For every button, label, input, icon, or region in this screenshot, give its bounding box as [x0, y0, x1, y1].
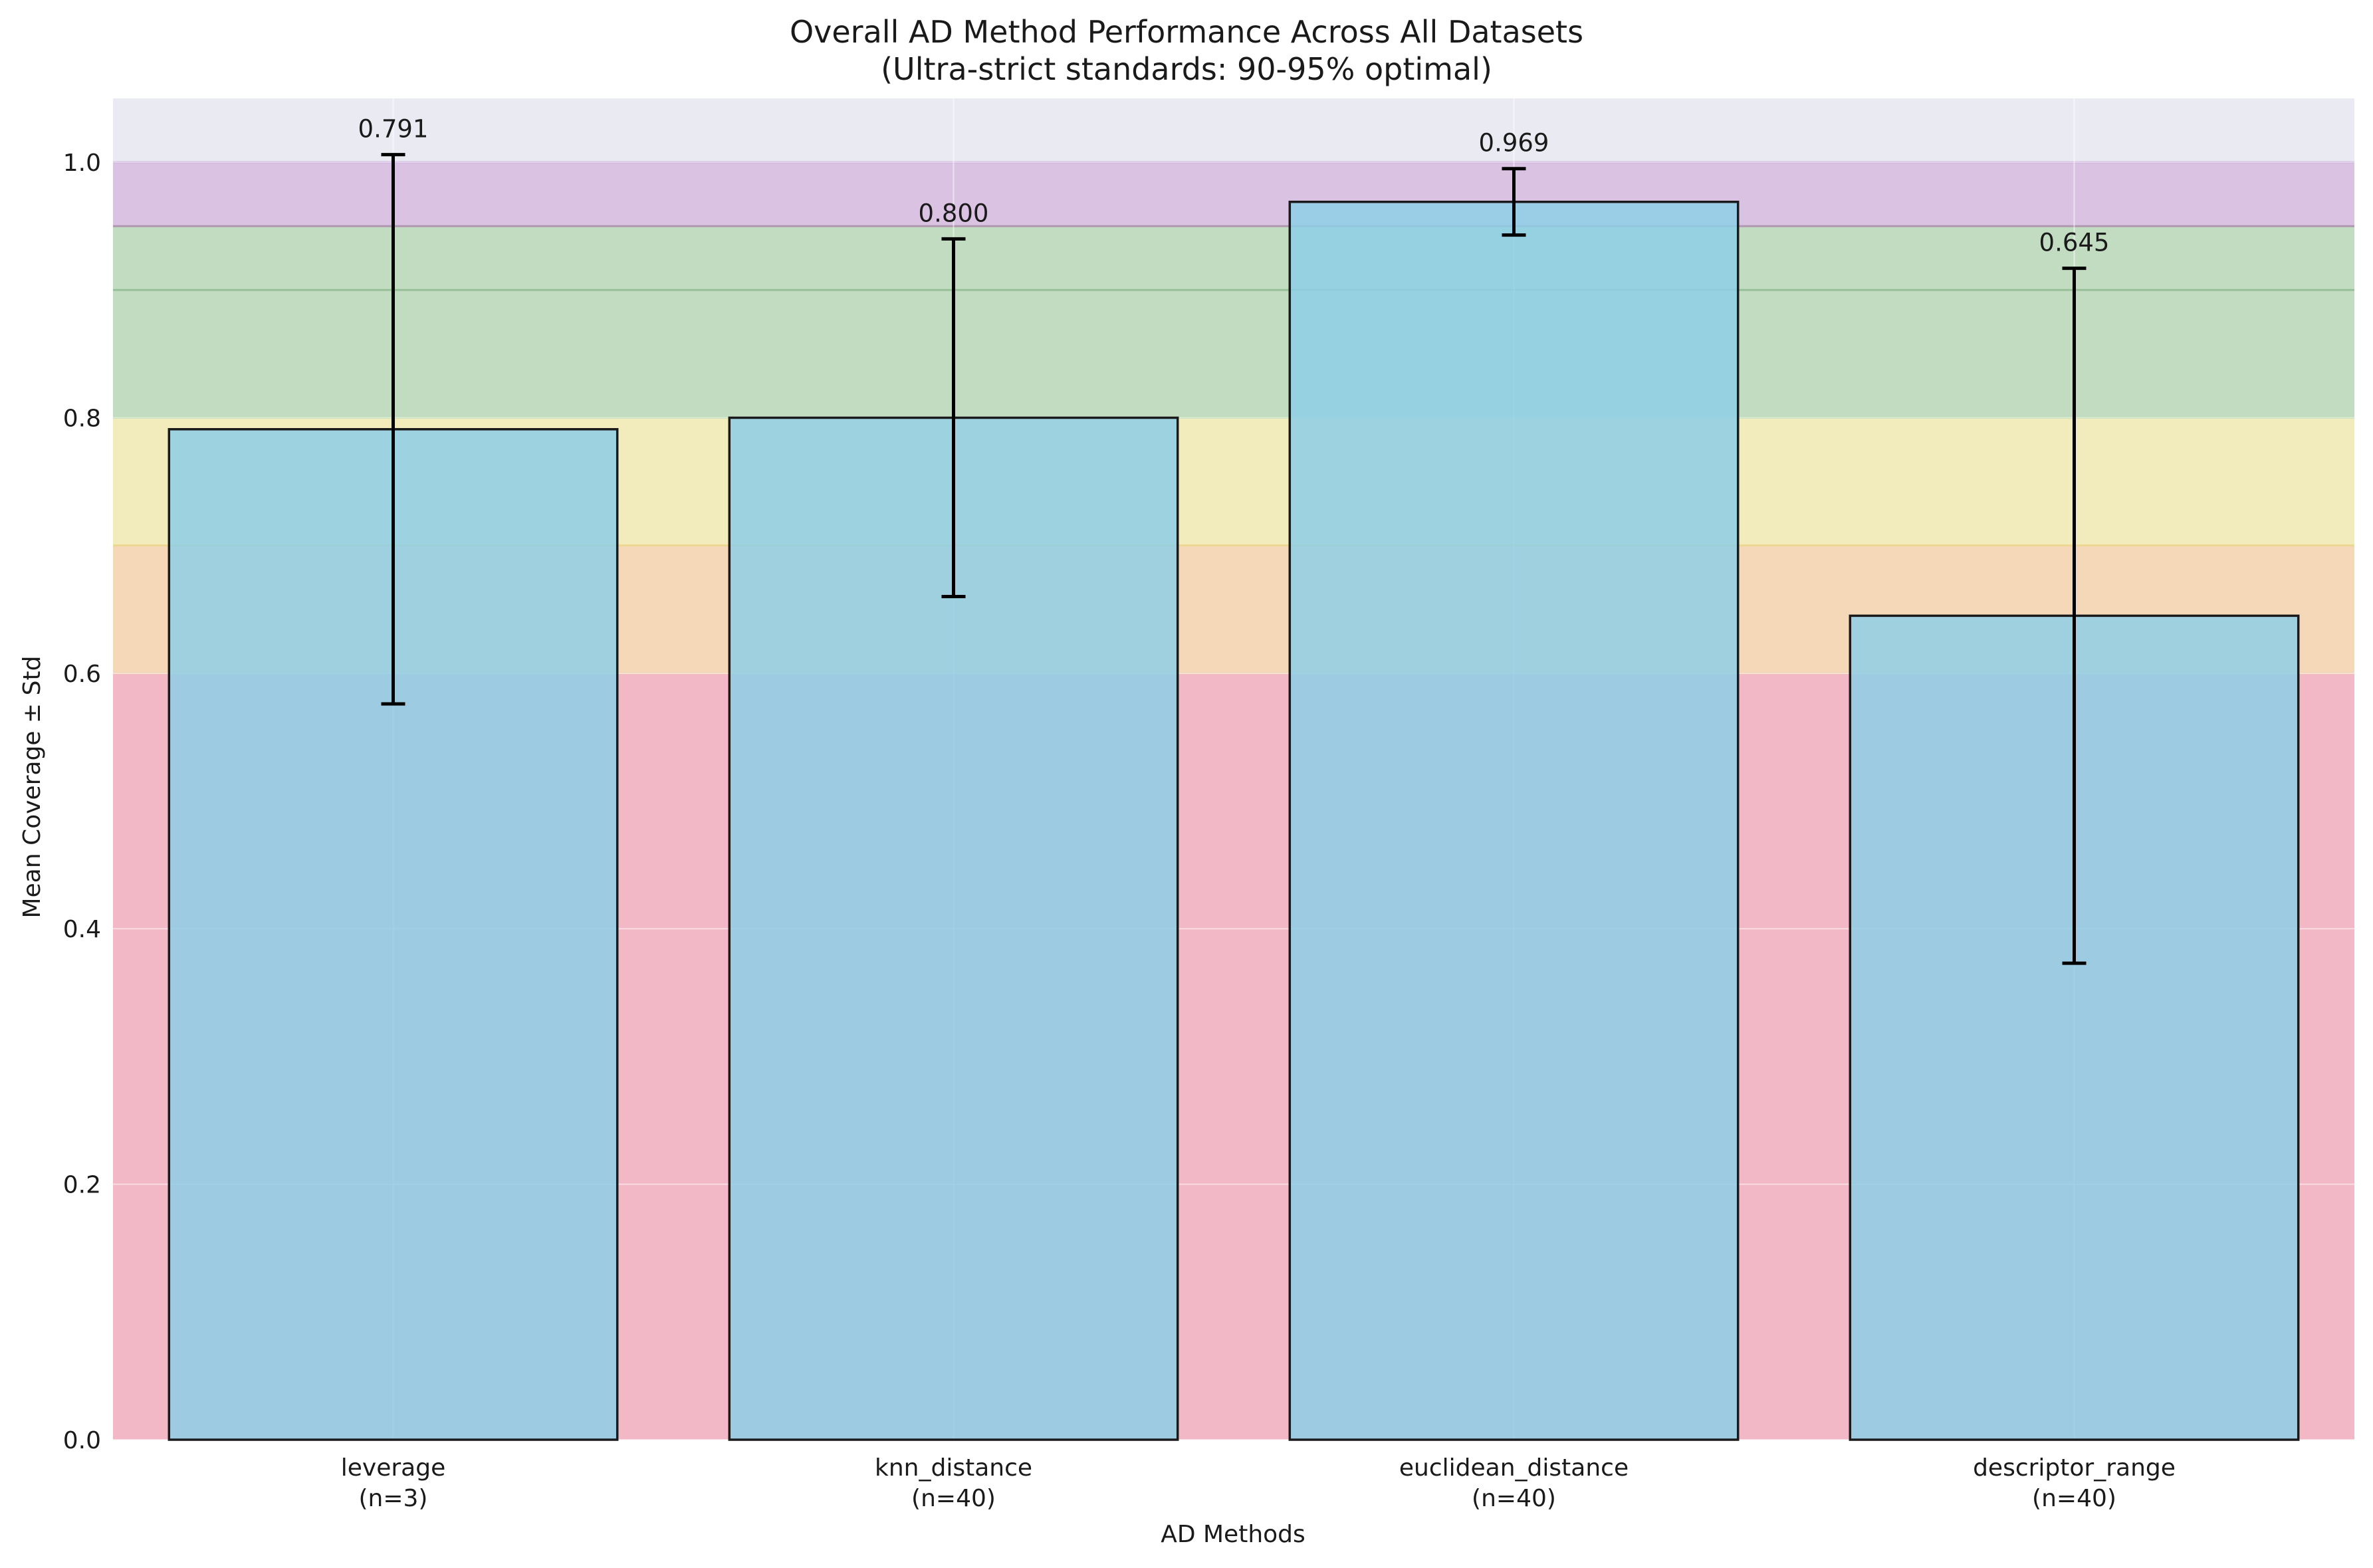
x-tick-sublabel-descriptor_range: (n=40)	[2032, 1485, 2116, 1512]
band-3	[113, 290, 2354, 418]
x-tick-label-leverage: leverage	[341, 1454, 445, 1482]
value-label-euclidean_distance: 0.969	[1479, 129, 1549, 158]
x-axis-label: AD Methods	[1161, 1521, 1305, 1548]
band-5	[113, 162, 2354, 227]
chart-title-line2: (Ultra-strict standards: 90-95% optimal)	[881, 51, 1492, 87]
x-tick-sublabel-knn_distance: (n=40)	[911, 1485, 996, 1512]
y-tick-label: 1.0	[63, 150, 101, 177]
chart-title-line1: Overall AD Method Performance Across All…	[790, 14, 1583, 50]
error-bar-leverage	[381, 153, 405, 706]
x-tick-label-knn_distance: knn_distance	[875, 1454, 1032, 1482]
value-label-descriptor_range: 0.645	[2039, 229, 2110, 257]
bar-euclidean_distance	[1288, 200, 1740, 1441]
y-tick-label: 0.8	[63, 405, 101, 432]
x-tick-label-descriptor_range: descriptor_range	[1973, 1454, 2176, 1482]
error-bar-knn_distance	[941, 237, 966, 599]
band-4	[113, 226, 2354, 290]
error-bar-descriptor_range	[2062, 267, 2087, 965]
value-labels: 0.791 0.800 0.969 0.645	[358, 115, 2110, 257]
x-tick-sublabel-euclidean_distance: (n=40)	[1472, 1485, 1556, 1512]
y-tick-label: 0.4	[63, 916, 101, 943]
y-axis-ticks: 0.0 0.2 0.4 0.6 0.8 1.0	[63, 150, 101, 1454]
error-bar-euclidean_distance	[1502, 167, 1526, 237]
x-tick-label-euclidean_distance: euclidean_distance	[1399, 1454, 1629, 1482]
error-bars	[381, 153, 2087, 965]
x-axis-ticks: leverage (n=3) knn_distance (n=40) euclidean…	[341, 1454, 2176, 1512]
value-label-leverage: 0.791	[358, 115, 429, 144]
bars	[168, 200, 2300, 1441]
y-tick-label: 0.0	[63, 1427, 101, 1454]
y-tick-label: 0.6	[63, 661, 101, 688]
value-label-knn_distance: 0.800	[919, 199, 989, 227]
y-axis-label: Mean Coverage ± Std	[19, 656, 46, 919]
y-tick-label: 0.2	[63, 1172, 101, 1199]
x-tick-sublabel-leverage: (n=3)	[359, 1485, 428, 1512]
